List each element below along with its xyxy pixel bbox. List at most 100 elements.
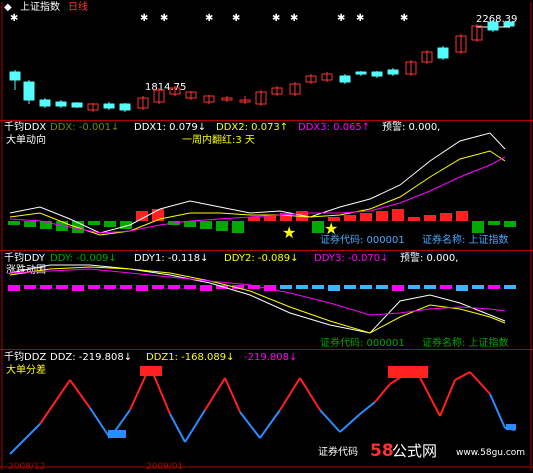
watermark-logo-text: 公式网 (392, 442, 438, 460)
candle-body (23, 81, 35, 101)
star-icon: ✱ (140, 13, 149, 24)
period-label: 日线 (68, 2, 88, 13)
ddz-segment (359, 401, 376, 415)
ddx-bar (56, 221, 68, 231)
candle-body (503, 21, 515, 27)
ddz-code-label: 证券代码 (318, 447, 358, 458)
ddy3-value: DDY3: -0.070↓ (314, 253, 389, 264)
ddy2-value: DDY2: -0.089↓ (224, 253, 299, 264)
ddy-bar (408, 285, 420, 289)
ddy-pane[interactable]: 千钧DDY DDY: -0.009↓ DDY1: -0.118↓ DDY2: -… (0, 251, 533, 350)
ddx-indicator-name: 千钧DDX (4, 122, 47, 133)
ddy-bar (312, 285, 324, 289)
ddx-bar (280, 213, 292, 221)
ddx-bar (216, 221, 228, 231)
ddz-segment (89, 407, 111, 439)
watermark-logo-num: 58 (370, 441, 394, 461)
ddy-bar (184, 285, 196, 289)
ddy-bar (40, 285, 52, 289)
ddx-bar (488, 221, 500, 225)
star-icon: ✱ (205, 13, 214, 24)
candle-body (271, 87, 283, 95)
ddy-bar (328, 285, 340, 291)
ddx2-value: DDX2: 0.073↑ (216, 122, 289, 133)
ddz-segment (279, 377, 301, 411)
ddx-bar (312, 221, 324, 233)
star-icon: ✱ (400, 13, 409, 24)
ddx-bar (184, 221, 196, 227)
ddx-bar (152, 209, 164, 221)
star-icon: ✱ (337, 13, 346, 24)
candlestick-chart[interactable] (0, 0, 533, 122)
watermark-url: www.58gu.com (456, 448, 526, 458)
ddx-bar (328, 217, 340, 221)
ddz-segment (239, 411, 261, 439)
ddy-bar (88, 285, 100, 289)
ddy-chart[interactable] (0, 251, 533, 350)
ddy-bar (472, 285, 484, 289)
menu-icon[interactable]: ◆ (4, 2, 12, 13)
ddx-bar (376, 211, 388, 221)
ddy-bar (264, 285, 276, 291)
index-name: 上证指数 (20, 2, 60, 13)
ddx3-value: DDX3: 0.065↑ (298, 122, 371, 133)
ddz-segment (439, 379, 456, 417)
ddz-segment (69, 379, 91, 409)
ddx-bar (456, 211, 468, 221)
candle-body (185, 91, 197, 99)
ddy-bar (280, 285, 292, 289)
ddy-bar (168, 285, 180, 289)
candle-body (289, 83, 301, 95)
ddz-segment (469, 371, 491, 395)
ddx-bar (472, 221, 484, 233)
candle-body (221, 97, 233, 101)
ddx-name-label: 证券名称: 上证指数 (422, 235, 509, 246)
ddy-value: DDY: -0.009↓ (50, 253, 117, 264)
ddz-segment (259, 409, 281, 439)
ddx-subtitle: 大单动向 (6, 135, 46, 146)
ddy1-value: DDY1: -0.118↓ (134, 253, 209, 264)
ddz-segment (224, 377, 241, 413)
ddz-chart[interactable] (0, 350, 533, 470)
week-red-label: 一周内翻红:3 天 (182, 135, 255, 146)
ddz-indicator-name: 千钧DDZ (4, 352, 47, 363)
ddx-bar (232, 221, 244, 233)
ddx-bar (264, 215, 276, 221)
ddx-value: DDX: -0.001↓ (50, 122, 120, 133)
ddx-pane[interactable]: 千钧DDX DDX: -0.001↓ DDX1: 0.079↓ DDX2: 0.… (0, 121, 533, 250)
candle-body (55, 101, 67, 107)
star-icon: ✱ (290, 13, 299, 24)
ddy-name-label: 证券名称: 上证指数 (422, 338, 509, 349)
ddx-bar (8, 221, 20, 225)
star-icon: ★ (324, 219, 338, 238)
ddx-bar (344, 215, 356, 221)
candle-body (421, 51, 433, 63)
candle-body (203, 95, 215, 103)
ddy-bar (440, 285, 452, 289)
ddz-segment (339, 413, 361, 433)
ddx-bar (136, 211, 148, 221)
star-icon: ✱ (232, 13, 241, 24)
candle-body (137, 97, 149, 109)
ddx-chart[interactable]: ★ ★ (0, 121, 533, 250)
kline-pane[interactable]: ◆ 上证指数 日线 ✱ ✱ ✱ ✱ ✱ ✱ ✱ ✱ ✱ ✱ 2268.39 18… (0, 0, 533, 122)
price-high-label: 2268.39 (476, 14, 518, 25)
ddz-bar (506, 424, 516, 430)
ddz1-value: DDZ1: -168.089↓ (146, 352, 235, 363)
candle-body (71, 102, 83, 108)
ddx-bar (408, 217, 420, 221)
ddz-subtitle: 大单分差 (6, 365, 46, 376)
candle-body (487, 21, 499, 31)
ddy-bar (56, 285, 68, 289)
ddy-bar (488, 285, 500, 289)
star-icon: ★ (282, 223, 296, 242)
candle-body (87, 103, 99, 111)
candle-body (437, 47, 449, 59)
candle-body (387, 69, 399, 75)
star-icon: ✱ (160, 13, 169, 24)
ddy-bar (152, 285, 164, 289)
ddz-pane[interactable]: 千钧DDZ DDZ: -219.808↓ DDZ1: -168.089↓ -21… (0, 350, 533, 472)
candle-body (339, 75, 351, 83)
ddx3-line (9, 156, 506, 234)
candle-body (405, 61, 417, 75)
